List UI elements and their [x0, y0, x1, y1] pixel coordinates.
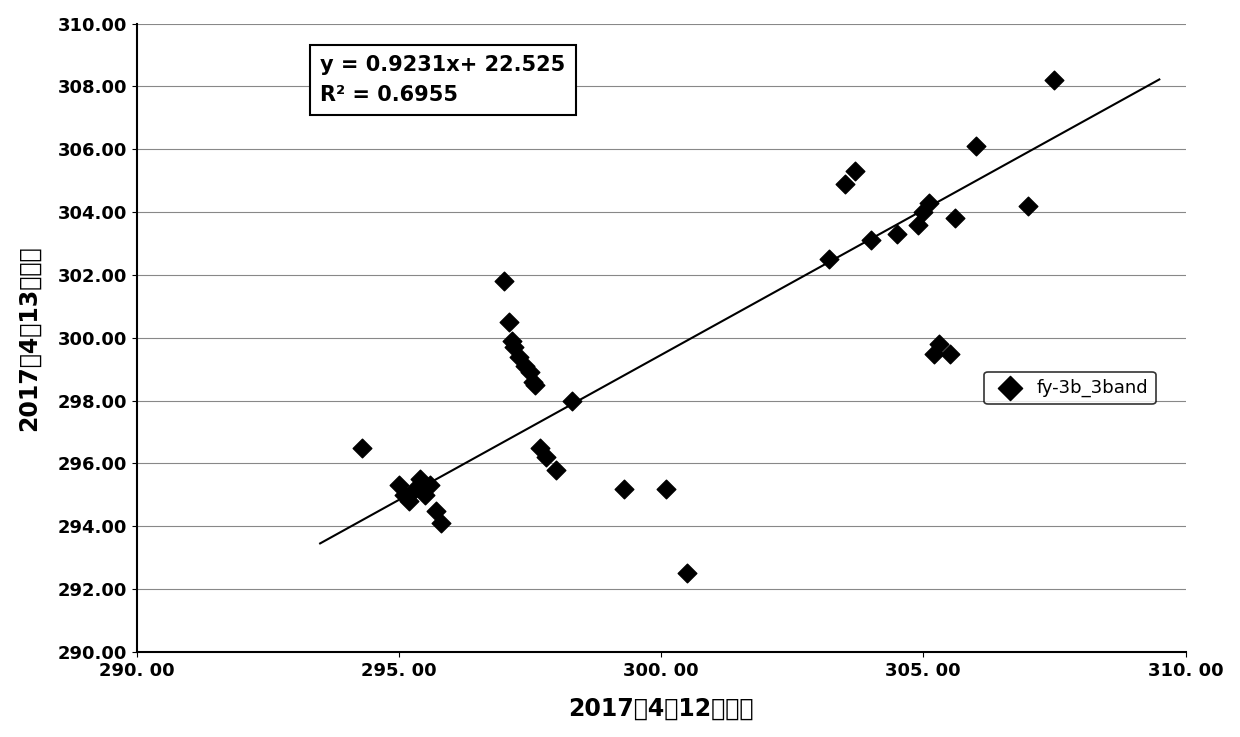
- fy-3b_3band: [914, 206, 934, 218]
- fy-3b_3band: [1044, 74, 1064, 86]
- fy-3b_3band: [389, 480, 409, 492]
- fy-3b_3band: [940, 348, 960, 360]
- fy-3b_3band: [677, 567, 697, 579]
- fy-3b_3band: [929, 338, 949, 350]
- X-axis label: 2017年4月12号影像: 2017年4月12号影像: [568, 696, 754, 720]
- fy-3b_3band: [908, 219, 928, 231]
- fy-3b_3band: [1018, 200, 1038, 212]
- fy-3b_3band: [835, 178, 854, 189]
- fy-3b_3band: [919, 197, 939, 209]
- fy-3b_3band: [505, 341, 525, 353]
- fy-3b_3band: [861, 234, 880, 246]
- fy-3b_3band: [966, 140, 986, 152]
- fy-3b_3band: [515, 360, 534, 372]
- fy-3b_3band: [399, 495, 419, 507]
- fy-3b_3band: [846, 165, 866, 177]
- fy-3b_3band: [526, 379, 546, 391]
- fy-3b_3band: [522, 376, 542, 388]
- fy-3b_3band: [945, 212, 965, 224]
- Text: y = 0.9231x+ 22.525
R² = 0.6955: y = 0.9231x+ 22.525 R² = 0.6955: [320, 55, 565, 105]
- fy-3b_3band: [415, 489, 435, 500]
- fy-3b_3band: [394, 489, 414, 500]
- fy-3b_3band: [818, 254, 838, 265]
- fy-3b_3band: [924, 348, 944, 360]
- fy-3b_3band: [510, 351, 529, 363]
- fy-3b_3band: [536, 451, 556, 463]
- fy-3b_3band: [614, 483, 634, 495]
- fy-3b_3band: [656, 483, 676, 495]
- fy-3b_3band: [520, 366, 539, 378]
- fy-3b_3band: [425, 505, 445, 517]
- fy-3b_3band: [887, 228, 906, 240]
- fy-3b_3band: [430, 517, 450, 529]
- fy-3b_3band: [502, 335, 522, 347]
- fy-3b_3band: [498, 316, 518, 328]
- Legend: fy-3b_3band: fy-3b_3band: [985, 371, 1156, 405]
- fy-3b_3band: [531, 442, 551, 454]
- fy-3b_3band: [562, 395, 582, 407]
- fy-3b_3band: [547, 464, 567, 475]
- fy-3b_3band: [404, 483, 424, 495]
- fy-3b_3band: [494, 276, 513, 287]
- Y-axis label: 2017年4月13号影像: 2017年4月13号影像: [16, 245, 41, 430]
- fy-3b_3band: [352, 442, 372, 454]
- fy-3b_3band: [420, 480, 440, 492]
- fy-3b_3band: [410, 473, 430, 485]
